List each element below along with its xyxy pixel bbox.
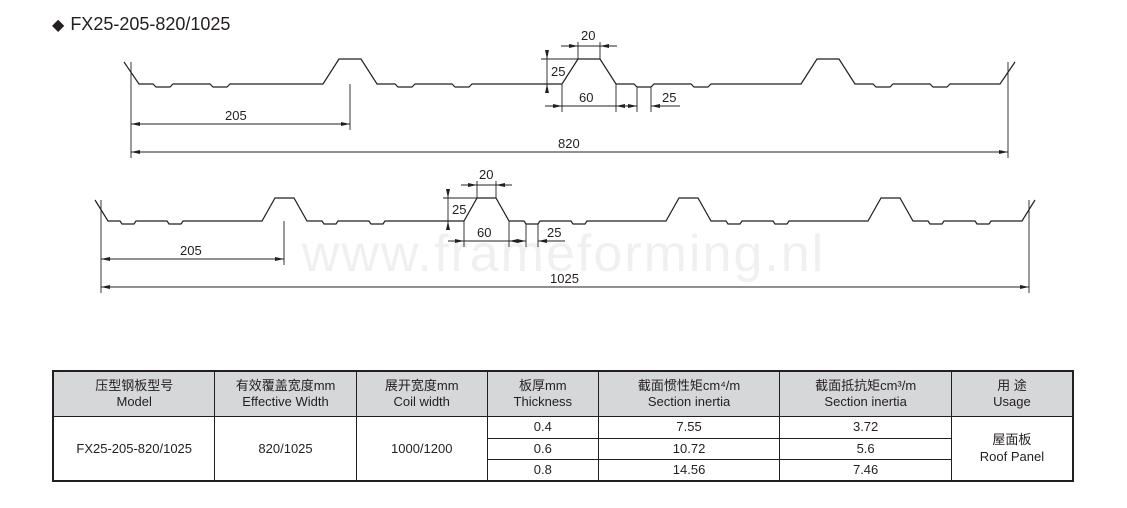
cell-thk-2: 0.8 bbox=[487, 459, 598, 480]
cell-effw: 820/1025 bbox=[215, 417, 356, 481]
svg-text:25: 25 bbox=[662, 90, 676, 105]
svg-text:25: 25 bbox=[452, 202, 466, 217]
cell-model: FX25-205-820/1025 bbox=[54, 417, 215, 481]
svg-text:25: 25 bbox=[547, 225, 561, 240]
profile-diagram-820: 20 25 60 25 205 820 bbox=[95, 44, 1035, 169]
cell-thk-0: 0.4 bbox=[487, 417, 598, 438]
svg-text:820: 820 bbox=[558, 136, 580, 151]
table-row: FX25-205-820/1025 820/1025 1000/1200 0.4… bbox=[54, 417, 1073, 438]
title-text: FX25-205-820/1025 bbox=[70, 14, 230, 35]
svg-text:205: 205 bbox=[225, 108, 247, 123]
cell-thk-1: 0.6 bbox=[487, 438, 598, 459]
cell-sm-2: 7.46 bbox=[780, 459, 952, 480]
cell-si-1: 10.72 bbox=[598, 438, 780, 459]
cell-si-0: 7.55 bbox=[598, 417, 780, 438]
page-title: ◆ FX25-205-820/1025 bbox=[52, 14, 230, 35]
svg-text:60: 60 bbox=[579, 90, 593, 105]
profile-diagram-1025: 20 25 60 25 205 1025 bbox=[95, 183, 1035, 305]
svg-text:20: 20 bbox=[581, 28, 595, 43]
svg-text:205: 205 bbox=[180, 243, 202, 258]
svg-text:1025: 1025 bbox=[550, 271, 579, 286]
th-thk: 板厚mmThickness bbox=[487, 371, 598, 417]
spec-table: 压型钢板型号Model 有效覆盖宽度mmEffective Width 展开宽度… bbox=[52, 370, 1074, 482]
svg-text:25: 25 bbox=[551, 64, 565, 79]
th-effw: 有效覆盖宽度mmEffective Width bbox=[215, 371, 356, 417]
cell-sm-1: 5.6 bbox=[780, 438, 952, 459]
th-model: 压型钢板型号Model bbox=[54, 371, 215, 417]
th-sm: 截面抵抗矩cm³/mSection inertia bbox=[780, 371, 952, 417]
th-si: 截面惯性矩cm⁴/mSection inertia bbox=[598, 371, 780, 417]
th-usage: 用 途Usage bbox=[951, 371, 1072, 417]
svg-text:20: 20 bbox=[479, 167, 493, 182]
cell-si-2: 14.56 bbox=[598, 459, 780, 480]
th-coil: 展开宽度mmCoil width bbox=[356, 371, 487, 417]
cell-coil: 1000/1200 bbox=[356, 417, 487, 481]
cell-usage: 屋面板Roof Panel bbox=[951, 417, 1072, 481]
diamond-icon: ◆ bbox=[52, 15, 64, 35]
table-header-row: 压型钢板型号Model 有效覆盖宽度mmEffective Width 展开宽度… bbox=[54, 371, 1073, 417]
svg-text:60: 60 bbox=[477, 225, 491, 240]
cell-sm-0: 3.72 bbox=[780, 417, 952, 438]
